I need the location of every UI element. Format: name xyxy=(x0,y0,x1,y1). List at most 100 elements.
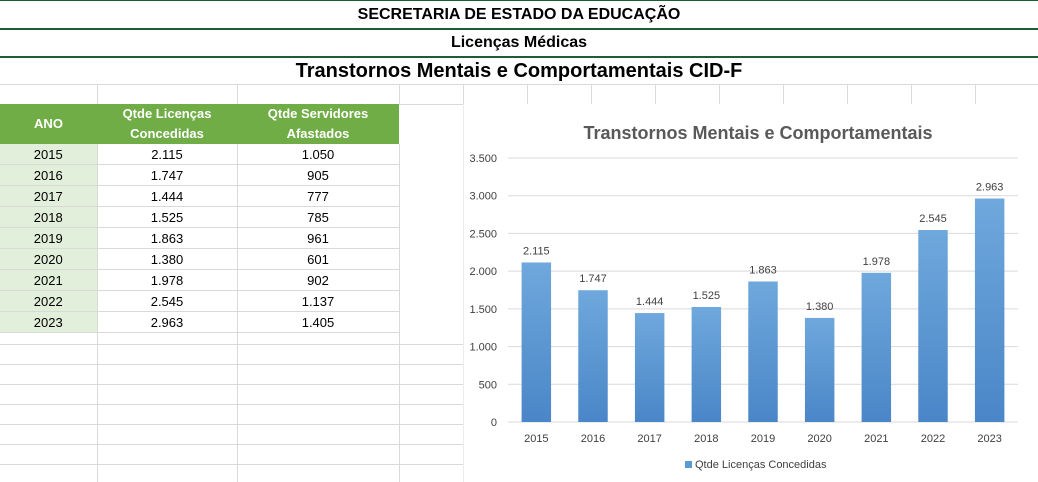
bar xyxy=(521,262,552,422)
x-tick-label: 2016 xyxy=(581,433,605,445)
data-label: 1.380 xyxy=(806,301,834,313)
grid-row-line xyxy=(0,424,463,425)
grid-col-line xyxy=(463,84,464,104)
cell-servidores: 1.050 xyxy=(237,144,400,165)
y-tick-label: 2.500 xyxy=(469,228,497,240)
grid-row-line xyxy=(0,364,463,365)
cell-servidores: 601 xyxy=(237,248,400,270)
column-header-licencas: Qtde Licenças Concedidas xyxy=(97,104,237,144)
data-label: 2.545 xyxy=(919,213,947,225)
cell-licencas: 1.978 xyxy=(97,269,238,291)
column-header-ano: ANO xyxy=(0,104,97,144)
x-tick-label: 2022 xyxy=(921,433,945,445)
grid-col-line xyxy=(783,84,784,104)
cell-servidores: 1.137 xyxy=(237,290,400,312)
cell-servidores: 1.405 xyxy=(237,311,400,333)
cell-ano: 2023 xyxy=(0,311,98,333)
x-tick-label: 2019 xyxy=(751,433,775,445)
bar xyxy=(578,290,608,422)
cell-ano: 2015 xyxy=(0,144,98,165)
table-row: 2021 1.978 902 xyxy=(0,269,400,291)
grid-row-line xyxy=(0,444,463,445)
header-secretaria: SECRETARIA DE ESTADO DA EDUCAÇÃO xyxy=(0,0,1038,30)
data-label: 1.978 xyxy=(863,256,891,268)
table-row: 2023 2.963 1.405 xyxy=(0,311,400,333)
grid-row-line xyxy=(0,384,463,385)
grid-col-line xyxy=(97,84,98,104)
x-tick-label: 2023 xyxy=(977,433,1001,445)
table-row: 2018 1.525 785 xyxy=(0,206,400,228)
y-tick-label: 3.500 xyxy=(469,153,497,165)
grid-row-line xyxy=(0,344,463,345)
cell-servidores: 777 xyxy=(237,185,400,207)
y-tick-label: 3.000 xyxy=(469,191,497,203)
grid-row-line xyxy=(0,84,1038,85)
table-header-row: ANO Qtde Licenças Concedidas Qtde Servid… xyxy=(0,104,399,144)
legend-label: Qtde Licenças Concedidas xyxy=(695,459,827,471)
header-licencas: Licenças Médicas xyxy=(0,30,1038,58)
header-title: Transtornos Mentais e Comportamentais CI… xyxy=(295,59,743,82)
table-row: 2019 1.863 961 xyxy=(0,227,400,249)
data-label: 2.963 xyxy=(976,182,1004,194)
cell-servidores: 905 xyxy=(237,164,400,186)
grid-col-line xyxy=(527,84,528,104)
cell-licencas: 2.115 xyxy=(97,144,238,165)
table-row: 2022 2.545 1.137 xyxy=(0,290,400,312)
y-tick-label: 1.000 xyxy=(469,342,497,354)
cell-servidores: 961 xyxy=(237,227,400,249)
grid-col-line xyxy=(847,84,848,104)
grid-col-line xyxy=(97,324,98,482)
x-tick-label: 2021 xyxy=(864,433,888,445)
cell-licencas: 2.545 xyxy=(97,290,238,312)
data-label: 1.863 xyxy=(749,264,777,276)
cell-ano: 2018 xyxy=(0,206,98,228)
data-label: 1.747 xyxy=(579,273,607,285)
cell-ano: 2016 xyxy=(0,164,98,186)
bar-chart: Transtornos Mentais e Comportamentais 0 50… xyxy=(463,104,1038,482)
data-label: 2.115 xyxy=(523,245,550,257)
y-tick-label: 0 xyxy=(491,417,497,429)
bar xyxy=(974,198,1005,422)
cell-ano: 2021 xyxy=(0,269,98,291)
data-table: ANO Qtde Licenças Concedidas Qtde Servid… xyxy=(0,104,400,333)
bar xyxy=(804,317,835,422)
cell-ano: 2019 xyxy=(0,227,98,249)
data-label: 1.444 xyxy=(636,296,664,308)
cell-servidores: 902 xyxy=(237,269,400,291)
table-body: 2015 2.115 1.050 2016 1.747 905 2017 1.444 777 20… xyxy=(0,144,400,333)
cell-servidores: 785 xyxy=(237,206,400,228)
grid-row-line xyxy=(0,464,463,465)
y-tick-label: 500 xyxy=(479,379,497,391)
cell-licencas: 1.747 xyxy=(97,164,238,186)
bar xyxy=(861,272,892,422)
cell-licencas: 1.444 xyxy=(97,185,238,207)
cell-licencas: 1.863 xyxy=(97,227,238,249)
y-tick-label: 1.500 xyxy=(469,304,497,316)
x-tick-label: 2020 xyxy=(807,433,831,445)
legend-swatch xyxy=(685,461,692,468)
table-row: 2016 1.747 905 xyxy=(0,164,400,186)
grid-col-line xyxy=(399,324,400,482)
grid-col-line xyxy=(591,84,592,104)
x-tick-label: 2018 xyxy=(694,433,718,445)
table-row: 2015 2.115 1.050 xyxy=(0,144,400,165)
cell-licencas: 2.963 xyxy=(97,311,238,333)
grid-col-line xyxy=(719,84,720,104)
cell-licencas: 1.380 xyxy=(97,248,238,270)
grid-col-line xyxy=(399,84,400,104)
chart-title: Transtornos Mentais e Comportamentais xyxy=(583,123,932,143)
bar xyxy=(634,313,665,422)
table-row: 2020 1.380 601 xyxy=(0,248,400,270)
data-label: 1.525 xyxy=(693,290,721,302)
grid-col-line xyxy=(975,84,976,104)
y-tick-label: 2.000 xyxy=(469,266,497,278)
cell-licencas: 1.525 xyxy=(97,206,238,228)
bar xyxy=(691,306,722,422)
column-header-servidores: Qtde Servidores Afastados xyxy=(237,104,399,144)
grid-col-line xyxy=(911,84,912,104)
cell-ano: 2020 xyxy=(0,248,98,270)
bar xyxy=(748,281,778,422)
table-row: 2017 1.444 777 xyxy=(0,185,400,207)
cell-ano: 2017 xyxy=(0,185,98,207)
cell-ano: 2022 xyxy=(0,290,98,312)
